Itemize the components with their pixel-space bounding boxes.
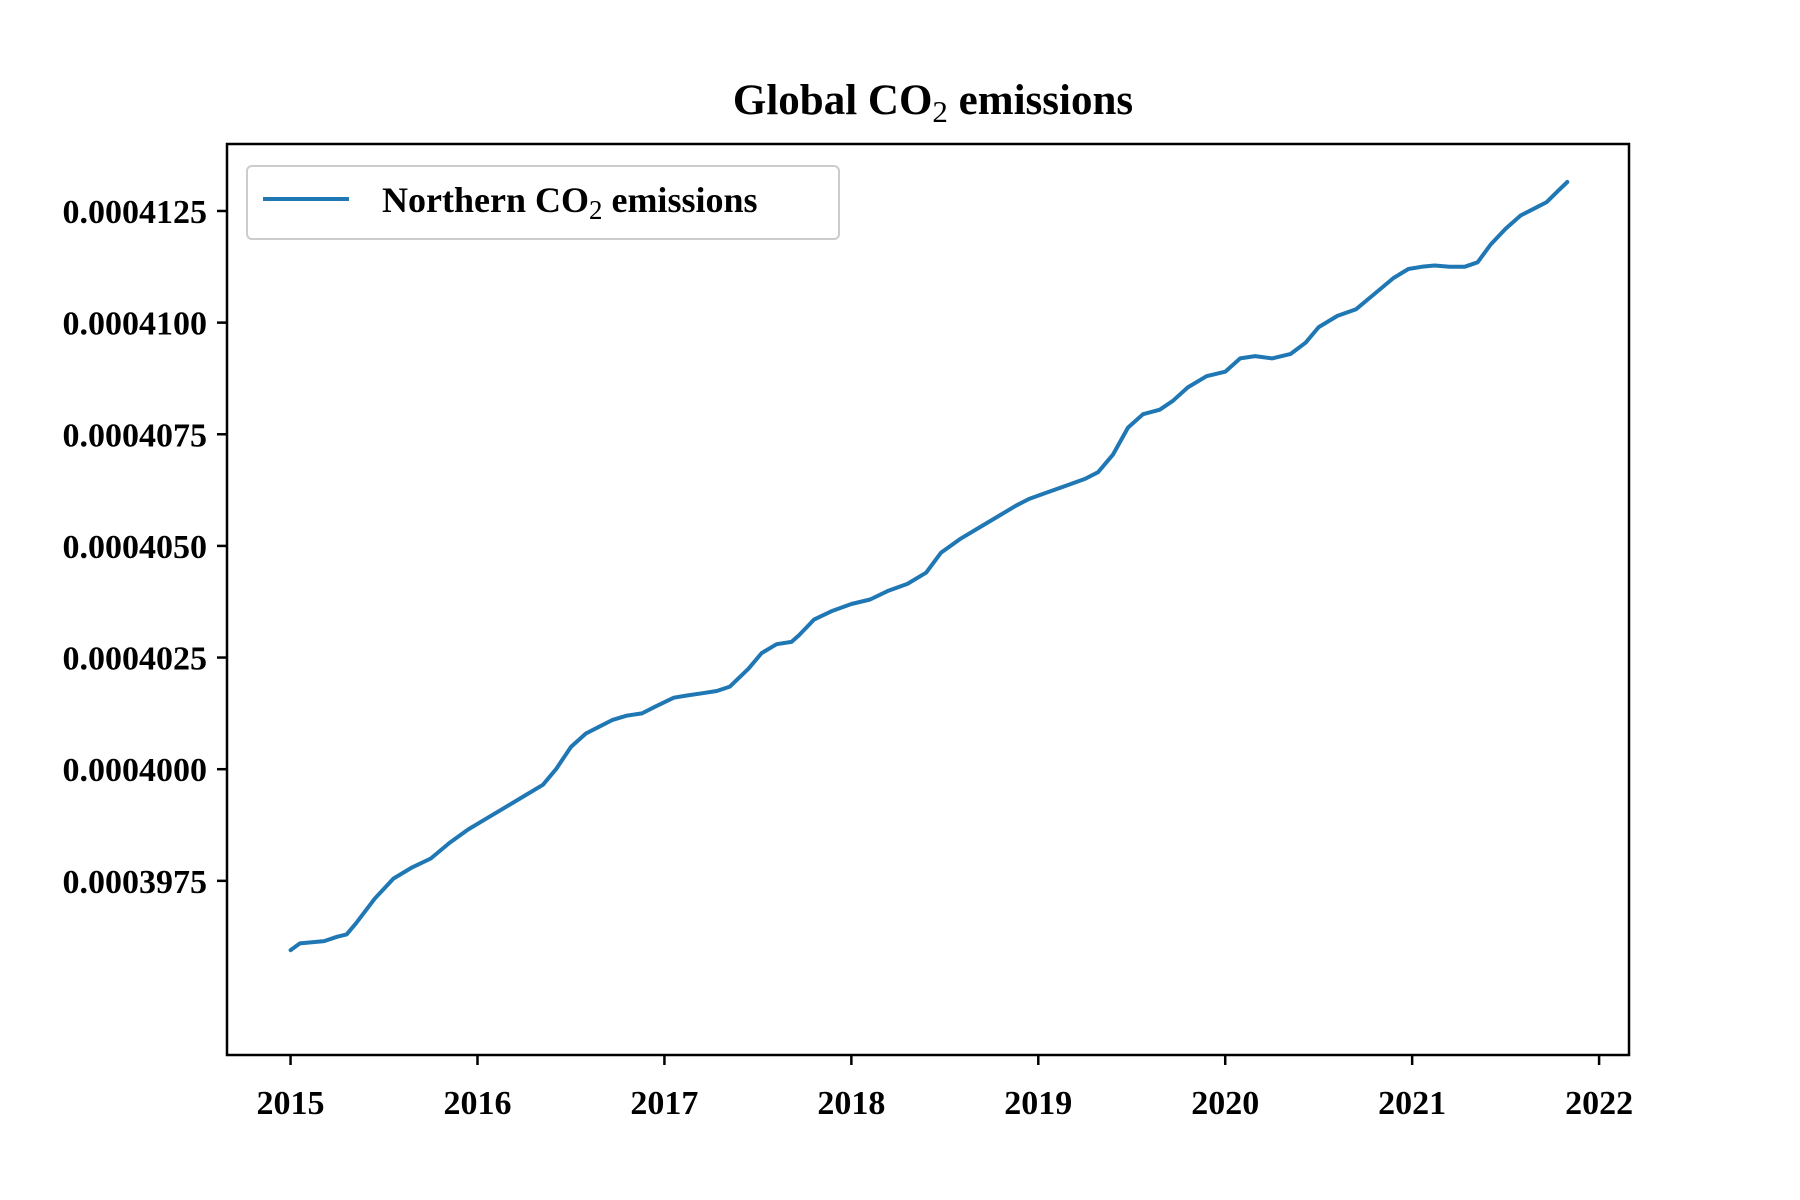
chart-title: Global CO2 emissions [733, 77, 1133, 129]
series-layer [288, 180, 1570, 953]
series-line-northern [288, 180, 1570, 953]
y-tick-label: 0.0004075 [63, 417, 208, 454]
axes-frame [225, 142, 1631, 1057]
y-tick-label: 0.0004025 [63, 641, 208, 678]
x-axis: 2015 2016 2017 2018 2019 2020 2021 2022 [257, 1055, 1633, 1122]
legend: Northern CO2 emissions [246, 165, 840, 240]
legend-label-main: Northern CO [382, 180, 589, 220]
plot-area: 2015 2016 2017 2018 2019 2020 2021 2022 0.00039… [63, 142, 1633, 1122]
chart-title-subscript: 2 [932, 94, 948, 129]
x-tick-label: 2020 [1191, 1085, 1259, 1122]
x-tick-label: 2019 [1004, 1085, 1072, 1122]
y-tick-label: 0.0004050 [63, 529, 208, 566]
legend-label-northern: Northern CO2 emissions [382, 180, 758, 225]
x-tick-label: 2022 [1565, 1085, 1633, 1122]
y-tick-label: 0.0004000 [63, 752, 208, 789]
x-tick-label: 2015 [257, 1085, 325, 1122]
chart-title-main: Global CO [733, 77, 933, 124]
chart-title-suffix: emissions [948, 77, 1133, 124]
y-tick-label: 0.0004125 [63, 194, 208, 231]
y-axis: 0.0003975 0.0004000 0.0004025 0.0004050 0.00… [63, 194, 227, 901]
legend-label-subscript: 2 [589, 195, 603, 225]
y-tick-label: 0.0003975 [63, 864, 208, 901]
y-tick-label: 0.0004100 [63, 306, 208, 343]
x-tick-label: 2017 [630, 1085, 698, 1122]
x-tick-label: 2018 [817, 1085, 885, 1122]
legend-label-suffix: emissions [602, 180, 757, 220]
legend-frame [246, 165, 840, 240]
x-tick-label: 2021 [1378, 1085, 1446, 1122]
x-tick-label: 2016 [443, 1085, 511, 1122]
